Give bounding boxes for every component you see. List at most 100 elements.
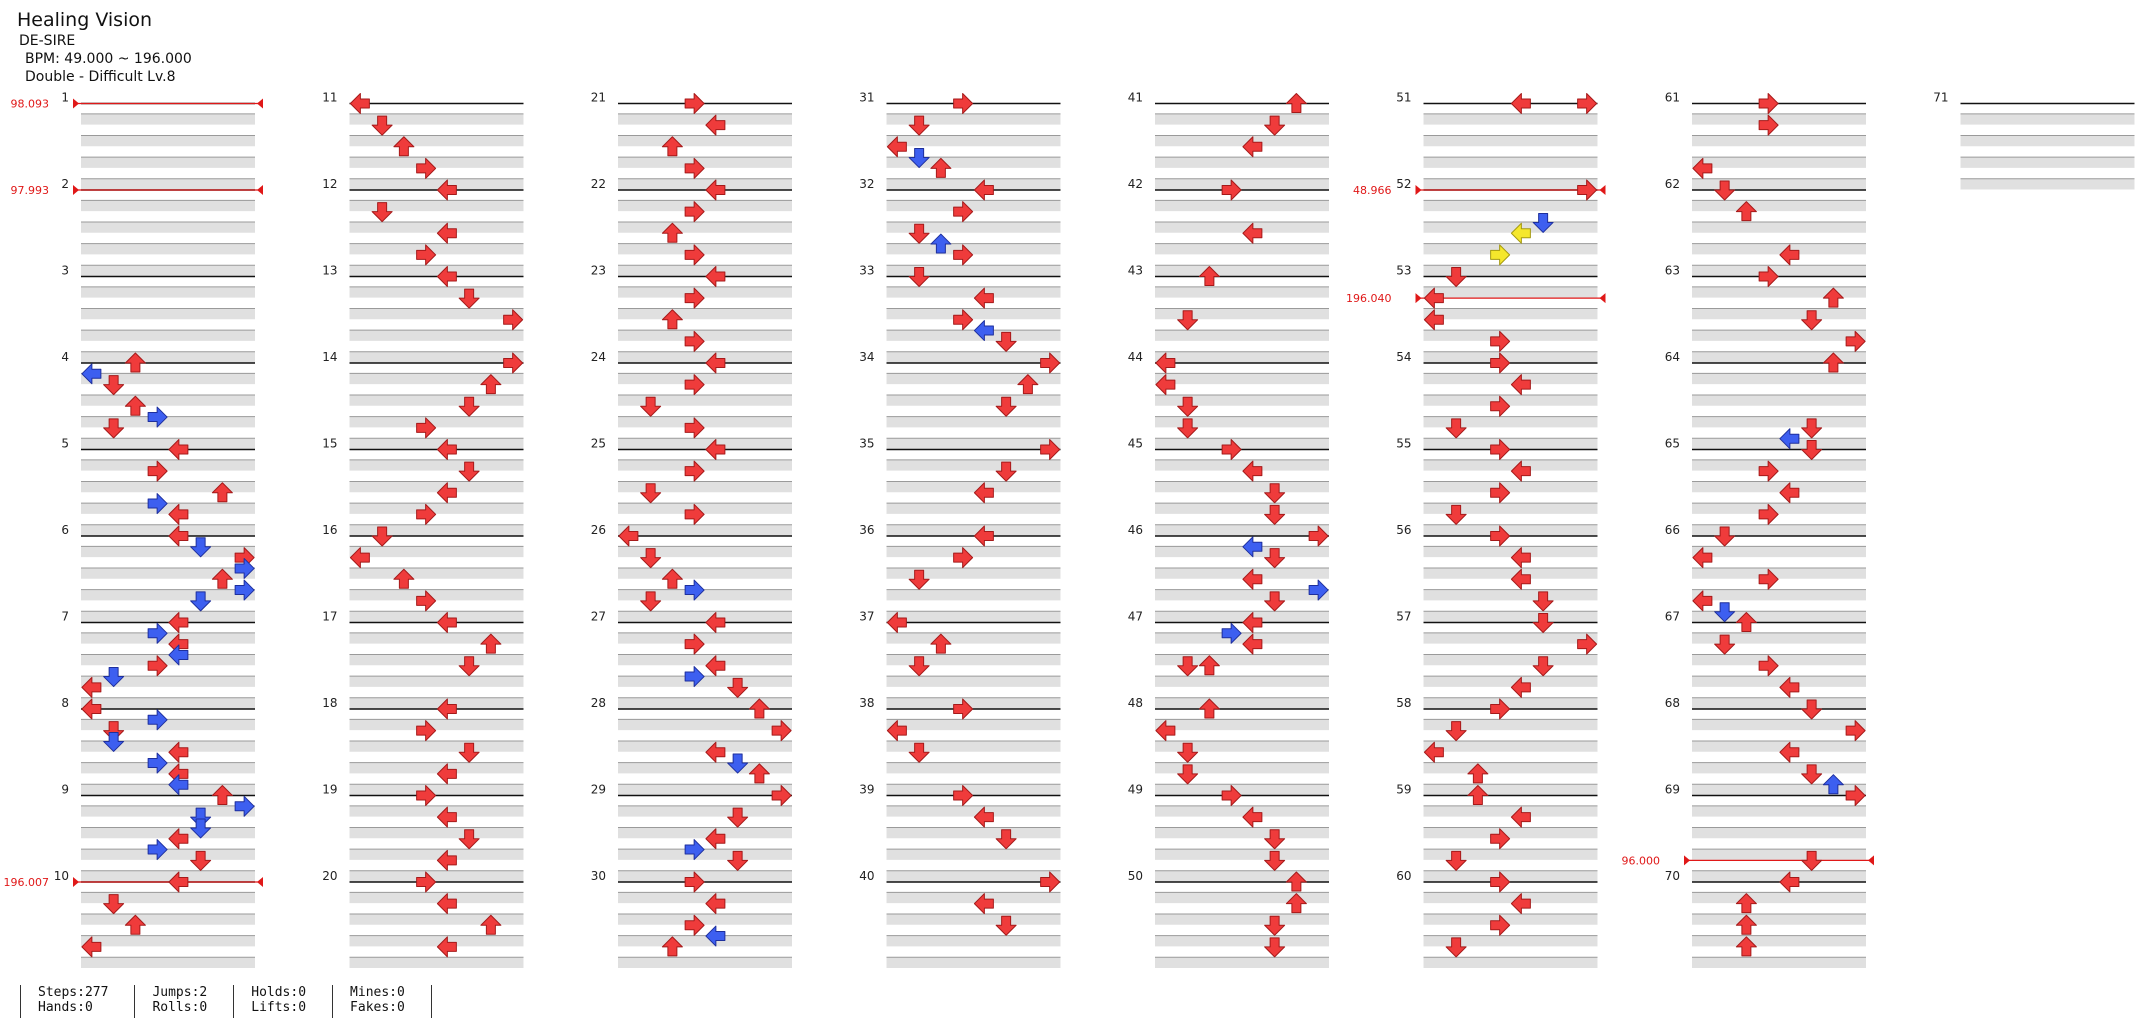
beat-band — [1155, 784, 1329, 795]
down-arrow-note — [640, 591, 662, 612]
beat-band — [1423, 913, 1598, 925]
down-arrow-note — [1445, 937, 1467, 958]
measure-number: 26 — [591, 523, 606, 537]
beat-band — [349, 503, 524, 514]
beat-band — [1423, 524, 1598, 536]
measure-number: 35 — [859, 437, 874, 451]
bpm-change-right-tick — [1599, 293, 1606, 304]
beat-band — [349, 805, 524, 817]
measure-number: 29 — [591, 783, 606, 797]
down-arrow-note — [1532, 613, 1554, 633]
beat-band — [349, 567, 524, 579]
beat-band — [1423, 740, 1598, 752]
beat-band — [81, 870, 255, 882]
measure-block: 65 — [1665, 437, 1866, 536]
measure-number: 46 — [1128, 523, 1143, 537]
beat-band — [886, 243, 1061, 255]
left-arrow-note — [973, 525, 994, 547]
beat-band — [886, 632, 1061, 644]
down-arrow-note — [727, 753, 749, 774]
left-arrow-note — [705, 439, 726, 460]
down-arrow-note — [103, 375, 125, 396]
beat-band — [1155, 524, 1329, 536]
left-arrow-note — [436, 482, 457, 504]
right-arrow-note — [684, 503, 705, 525]
beat-band — [1423, 286, 1598, 298]
down-arrow-note — [103, 731, 125, 752]
beat-band — [618, 935, 792, 947]
down-arrow-note — [1801, 764, 1823, 785]
beat-band — [1692, 243, 1866, 255]
down-arrow-note — [1801, 850, 1823, 871]
beat-band — [1423, 697, 1598, 709]
beat-band — [81, 157, 255, 168]
left-arrow-note — [168, 439, 189, 460]
left-arrow-note — [349, 547, 370, 569]
down-arrow-note — [995, 915, 1017, 936]
beat-band — [618, 611, 792, 622]
measure-number: 39 — [859, 783, 874, 797]
beat-band — [1692, 135, 1866, 147]
beat-band — [886, 416, 1061, 428]
beat-band — [81, 416, 255, 428]
beat-band — [886, 654, 1061, 666]
measure-number: 7 — [61, 610, 69, 624]
beat-band — [1155, 416, 1329, 428]
up-arrow-note — [1735, 893, 1757, 914]
measure-number: 15 — [322, 437, 337, 451]
bpm-change-marker: 97.993 — [11, 184, 263, 197]
bpm-change-marker: 48.966 — [1353, 184, 1606, 197]
measure-block: 30 — [591, 869, 792, 968]
measure-number: 10 — [54, 869, 69, 883]
beat-band — [1692, 697, 1866, 709]
measure-number: 17 — [322, 610, 337, 624]
right-arrow-note — [1040, 352, 1061, 374]
beat-band — [1423, 762, 1598, 774]
right-arrow-note — [953, 93, 974, 114]
beat-band — [618, 330, 792, 341]
beat-band — [618, 481, 792, 493]
beat-band — [349, 113, 524, 125]
beat-band — [349, 308, 524, 320]
beat-band — [349, 157, 524, 168]
measure-block: 19 — [322, 783, 524, 882]
down-arrow-note — [1264, 483, 1286, 504]
down-arrow-note — [371, 526, 393, 547]
beat-band — [886, 892, 1061, 904]
left-arrow-note — [1779, 244, 1800, 266]
up-arrow-note — [748, 698, 770, 719]
left-arrow-note — [436, 222, 457, 244]
down-arrow-note — [1264, 591, 1286, 612]
left-arrow-note — [168, 644, 189, 666]
down-arrow-note — [371, 202, 393, 223]
beat-band — [1692, 373, 1866, 385]
up-arrow-note — [393, 568, 415, 589]
measure-block: 34 — [859, 350, 1061, 449]
measure-number: 71 — [1933, 91, 1948, 105]
beat-band — [1692, 503, 1866, 514]
measure-number: 66 — [1665, 523, 1680, 537]
measure-number: 47 — [1128, 610, 1143, 624]
song-title: Healing Vision — [17, 9, 153, 31]
left-arrow-note — [1510, 460, 1531, 482]
beat-band — [1692, 892, 1866, 904]
left-arrow-note — [168, 828, 189, 850]
beat-band — [349, 546, 524, 558]
right-arrow-note — [147, 460, 168, 482]
beat-band — [886, 740, 1061, 752]
right-arrow-note — [1040, 439, 1061, 460]
beat-band — [349, 265, 524, 276]
left-arrow-note — [1423, 741, 1444, 763]
measure-block: 40 — [859, 869, 1061, 968]
beat-band — [349, 611, 524, 622]
measure-block: 53 — [1396, 264, 1598, 363]
beat-band — [1960, 135, 2135, 147]
measure-block: 62 — [1665, 177, 1866, 276]
measure-block: 45 — [1128, 437, 1329, 536]
left-arrow-note — [705, 114, 726, 136]
up-arrow-note — [1198, 698, 1220, 719]
right-arrow-note — [1490, 828, 1511, 850]
beat-band — [1155, 373, 1329, 385]
beat-band — [886, 178, 1061, 190]
up-arrow-note — [661, 309, 683, 330]
